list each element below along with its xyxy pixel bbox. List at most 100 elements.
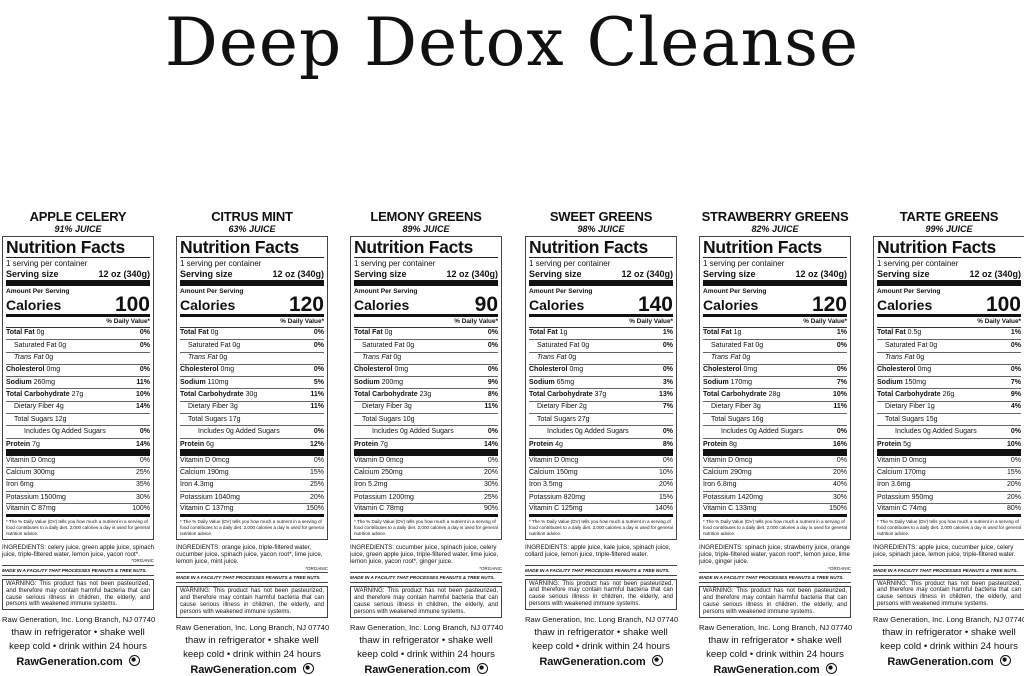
nutrient-amount: 1g: [927, 403, 935, 411]
product-label: LEMONY GREENS 89% JUICE Nutrition Facts 1 s…: [350, 209, 503, 676]
nutrient-label: Total Fat: [703, 329, 732, 337]
vitamin-daily-value: 10%: [658, 469, 673, 477]
organic-note: *ORGANIC: [131, 558, 154, 564]
nutrient-daily-value: 0%: [487, 427, 498, 435]
vitamin-name: Iron 3.6mg: [877, 481, 911, 489]
allergen-facility-note: MADE IN A FACILITY THAT PROCESSES PEANUT…: [176, 573, 328, 584]
amount-per-serving: Amount Per Serving: [529, 288, 593, 296]
nutrient-name: Includes 0g Added Sugars: [703, 428, 803, 436]
nutrient-row: Includes 0g Added Sugars 0%: [529, 426, 673, 439]
nutrient-row: Protein 7g 14%: [6, 439, 150, 456]
nutrient-row: Saturated Fat 0g 0%: [6, 340, 150, 353]
allergen-facility-note: MADE IN A FACILITY THAT PROCESSES PEANUT…: [2, 566, 154, 576]
nutrient-amount: 0g: [58, 341, 67, 349]
nutrient-name: Total Carbohydrate 26g: [877, 391, 954, 399]
ingredients-text: INGREDIENTS: apple juice, kale juice, sp…: [525, 543, 671, 558]
serving-size-value: 12 oz (340g): [98, 268, 150, 279]
nutrient-label: Total Fat: [529, 329, 558, 337]
nutrient-label: Total Carbohydrate: [354, 390, 418, 398]
nutrient-amount: 1g: [559, 329, 568, 337]
ingredients: INGREDIENTS: spinach juice, strawberry j…: [699, 544, 851, 574]
nutrient-name: Total Sugars 27g: [529, 416, 590, 424]
nutrient-label: Total Sugars: [537, 415, 576, 423]
nutrient-row: Trans Fat 0g: [354, 353, 498, 365]
nutrient-label: Sodium: [354, 378, 380, 386]
vitamin-name: Calcium 250mg: [354, 469, 403, 477]
nutrient-label: Trans Fat: [362, 354, 392, 362]
allergen-facility-note: MADE IN A FACILITY THAT PROCESSES PEANUT…: [873, 566, 1024, 576]
vitamin-daily-value: 0%: [662, 457, 673, 465]
product-name: CITRUS MINT: [211, 209, 293, 224]
nutrient-label: Cholesterol: [180, 366, 219, 374]
nutrient-name: Protein 8g: [703, 441, 737, 449]
nutrient-label: Protein: [529, 440, 554, 448]
nutrient-daily-value: 1%: [1010, 329, 1021, 337]
nutrient-label: Dietary Fiber: [537, 403, 578, 411]
daily-value-footnote: * The % Daily Value (DV) tells you how m…: [354, 518, 498, 536]
nutrient-amount: 16g: [751, 415, 764, 423]
calories-value: 140: [637, 293, 673, 317]
vitamin-daily-value: 0%: [487, 457, 498, 465]
nutrient-row: Total Carbohydrate 27g 10%: [6, 389, 150, 402]
product-label: TARTE GREENS 99% JUICE Nutrition Facts 1 se…: [873, 209, 1024, 668]
nutrient-name: Dietary Fiber 3g: [180, 403, 238, 411]
storage-instructions: thaw in refrigerator • shake well: [534, 627, 668, 639]
juice-percentage: 91% JUICE: [54, 224, 102, 234]
nutrient-name: Total Carbohydrate 37g: [529, 391, 606, 399]
nutrient-name: Protein 6g: [180, 441, 214, 449]
nutrient-amount: 7g: [380, 440, 388, 448]
nutrient-label: Cholesterol: [529, 366, 568, 374]
nutrient-daily-value: 14%: [483, 440, 498, 448]
allergen-facility-note: MADE IN A FACILITY THAT PROCESSES PEANUT…: [525, 566, 677, 576]
nutrient-name: Includes 0g Added Sugars: [529, 428, 629, 436]
product-name: STRAWBERRY GREENS: [701, 209, 849, 224]
nutrient-row: Total Carbohydrate 23g 8%: [354, 389, 498, 402]
nutrient-name: Dietary Fiber 3g: [703, 403, 761, 411]
serving-size: Serving size 12 oz (340g): [180, 269, 324, 287]
nutrient-row: Dietary Fiber 1g 4%: [877, 402, 1021, 415]
nutrient-name: Sodium 260mg: [6, 379, 55, 387]
nutrient-amount: 0g: [916, 354, 925, 362]
nutrient-label: Total Sugars: [188, 415, 227, 423]
nutrient-label: Saturated Fat: [362, 341, 405, 349]
vitamin-row: Calcium 150mg 10%: [529, 468, 673, 481]
product-label: APPLE CELERY 91% JUICE Nutrition Facts 1 se…: [2, 209, 155, 668]
nutrient-row: Total Sugars 16g: [703, 414, 847, 427]
ingredients: INGREDIENTS: celery juice, green apple j…: [2, 544, 154, 566]
warning-box: WARNING: This product has not been paste…: [699, 586, 851, 618]
nutrient-name: Sodium 65mg: [529, 379, 574, 387]
servings-per-container: 1 serving per container: [703, 259, 785, 268]
nutrient-daily-value: 3%: [662, 378, 673, 386]
nutrient-amount: 1g: [733, 329, 742, 337]
nutrient-amount: 0g: [742, 354, 751, 362]
nutrient-row: Cholesterol 0mg 0%: [6, 365, 150, 378]
nutrient-daily-value: 7%: [662, 403, 673, 411]
nutrient-label: Saturated Fat: [14, 341, 57, 349]
vitamin-row: Iron 5.2mg 30%: [354, 480, 498, 493]
nutrient-name: Dietary Fiber 1g: [877, 403, 935, 411]
globe-icon: [302, 662, 314, 674]
vitamin-daily-value: 40%: [832, 481, 847, 489]
storage-instructions: thaw in refrigerator • shake well: [11, 627, 145, 639]
vitamin-daily-value: 140%: [655, 504, 673, 512]
nutrient-name: Sodium 150mg: [877, 379, 926, 387]
organic-note: *ORGANIC: [479, 565, 502, 571]
nutrient-row: Saturated Fat 0g 0%: [354, 340, 498, 353]
drink-instructions: keep cold • drink within 24 hours: [532, 641, 670, 653]
vitamin-row: Calcium 250mg 20%: [354, 468, 498, 481]
nutrient-row: Includes 0g Added Sugars 0%: [354, 426, 498, 439]
product-label: SWEET GREENS 98% JUICE Nutrition Facts 1 se…: [525, 209, 678, 668]
ingredients-text: INGREDIENTS: spinach juice, strawberry j…: [699, 543, 850, 566]
calories-row: Calories 100: [6, 294, 150, 318]
nutrient-amount: 17g: [228, 415, 241, 423]
nutrient-daily-value: 9%: [487, 378, 498, 386]
vitamin-name: Potassium 1040mg: [180, 493, 240, 501]
nutrition-facts-heading: Nutrition Facts: [354, 238, 498, 258]
vitamin-daily-value: 35%: [135, 481, 150, 489]
juice-percentage: 99% JUICE: [925, 224, 973, 234]
nutrient-row: Sodium 200mg 9%: [354, 377, 498, 390]
vitamin-name: Calcium 150mg: [529, 469, 578, 477]
nutrient-name: Includes 0g Added Sugars: [354, 428, 454, 436]
nutrient-name: Protein 4g: [529, 441, 563, 449]
vitamin-row: Calcium 300mg 25%: [6, 468, 150, 481]
